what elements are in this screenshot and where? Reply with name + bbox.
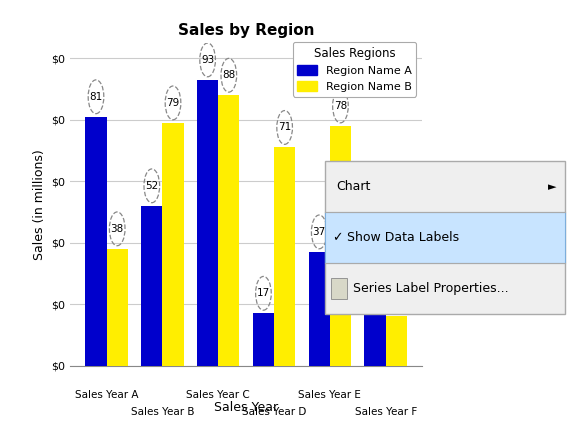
Bar: [107, 249, 128, 366]
Text: Chart: Chart: [336, 180, 370, 193]
Bar: [86, 117, 107, 366]
Bar: [386, 316, 407, 366]
Text: 17: 17: [257, 289, 270, 298]
Text: Sales Year A: Sales Year A: [75, 390, 138, 400]
Bar: [141, 206, 162, 366]
Legend: Region Name A, Region Name B: Region Name A, Region Name B: [293, 42, 417, 97]
Text: 27: 27: [369, 258, 381, 267]
Text: Sales Year D: Sales Year D: [242, 407, 306, 417]
Title: Sales by Region: Sales by Region: [178, 23, 314, 38]
Text: 79: 79: [166, 98, 180, 108]
Y-axis label: Sales (in millions): Sales (in millions): [33, 149, 46, 260]
Text: ►: ►: [548, 182, 557, 192]
Bar: [253, 313, 274, 366]
Text: 16: 16: [390, 292, 403, 301]
Text: ✓: ✓: [332, 231, 343, 244]
Bar: [218, 95, 240, 366]
Text: 88: 88: [222, 70, 236, 80]
Text: 81: 81: [90, 92, 103, 102]
Bar: [330, 126, 351, 365]
Bar: [364, 283, 386, 366]
Text: 71: 71: [278, 123, 291, 132]
Text: Sales Year C: Sales Year C: [186, 390, 250, 400]
Text: 37: 37: [312, 227, 326, 237]
Text: Sales Year B: Sales Year B: [131, 407, 194, 417]
Text: Sales Year F: Sales Year F: [355, 407, 417, 417]
Bar: [162, 123, 183, 366]
Text: 78: 78: [334, 101, 347, 111]
Text: Series Label Properties...: Series Label Properties...: [353, 282, 509, 295]
X-axis label: Sales Year: Sales Year: [214, 401, 278, 414]
Text: 38: 38: [111, 224, 124, 234]
Text: 93: 93: [201, 55, 214, 65]
Text: 52: 52: [145, 181, 158, 191]
Text: Sales Year E: Sales Year E: [298, 390, 362, 400]
Bar: [309, 252, 330, 366]
Bar: [274, 147, 295, 366]
Bar: [197, 80, 218, 366]
Text: Show Data Labels: Show Data Labels: [347, 231, 459, 244]
